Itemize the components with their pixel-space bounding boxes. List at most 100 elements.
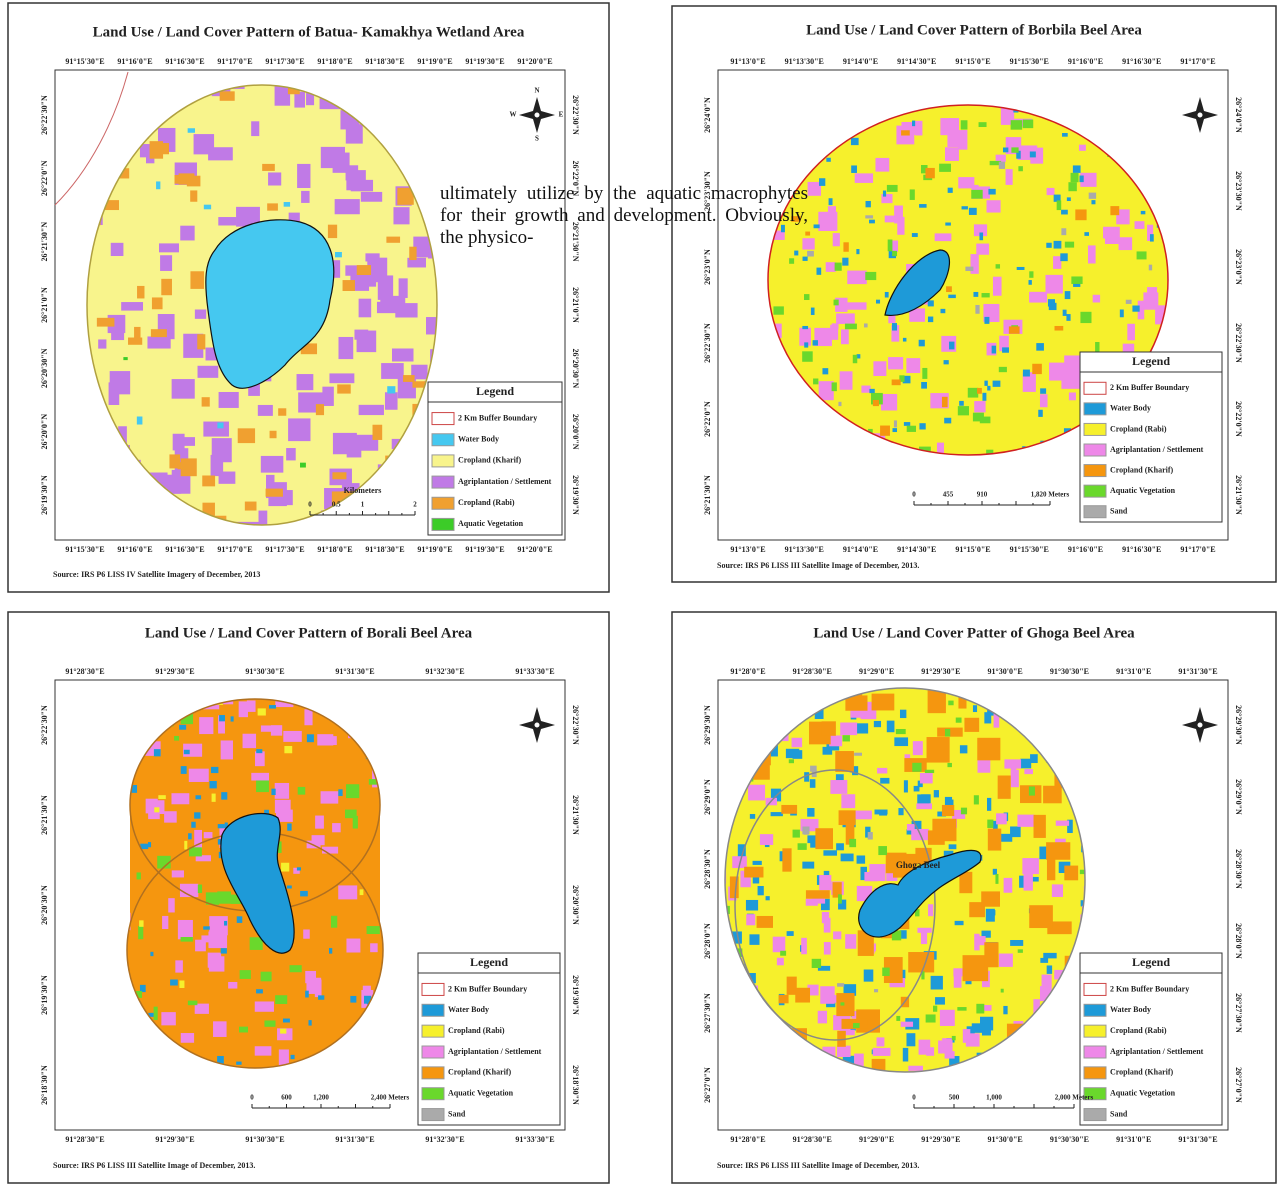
- land-patch: [258, 405, 273, 416]
- land-patch: [963, 1029, 971, 1043]
- land-patch: [851, 138, 859, 145]
- land-patch: [982, 293, 990, 297]
- longitude-label: 91°30'0"E: [988, 667, 1023, 676]
- land-patch: [184, 750, 190, 754]
- land-patch: [219, 392, 239, 408]
- land-patch: [208, 953, 221, 968]
- scale-label: 600: [281, 1094, 292, 1102]
- land-patch: [1141, 211, 1146, 214]
- land-patch: [198, 366, 219, 378]
- legend-swatch: [1084, 1046, 1106, 1058]
- latitude-label: 26°21'30"N: [571, 795, 580, 835]
- land-patch: [353, 816, 358, 829]
- land-patch: [779, 995, 789, 1004]
- land-patch: [834, 300, 839, 306]
- land-patch: [318, 995, 324, 999]
- land-patch: [172, 470, 181, 494]
- land-patch: [910, 189, 915, 200]
- land-patch: [987, 386, 990, 391]
- land-patch: [919, 340, 925, 347]
- land-patch: [987, 798, 991, 811]
- land-patch: [262, 164, 275, 171]
- land-patch: [1065, 291, 1071, 299]
- land-patch: [208, 147, 233, 160]
- latitude-label: 26°22'30"N: [571, 95, 580, 135]
- scale-label: 0.5: [332, 501, 341, 509]
- land-patch: [874, 989, 878, 992]
- land-patch: [948, 295, 956, 298]
- land-patch: [1066, 314, 1070, 321]
- scale-label: 0: [912, 1094, 916, 1102]
- land-patch: [343, 280, 355, 291]
- compass-letter: N: [534, 87, 539, 95]
- land-patch: [798, 843, 807, 850]
- land-patch: [1047, 858, 1055, 880]
- land-patch: [1034, 815, 1046, 838]
- land-patch: [973, 413, 984, 422]
- land-patch: [245, 502, 257, 511]
- land-patch: [801, 938, 807, 954]
- land-patch: [1023, 120, 1033, 129]
- longitude-label: 91°15'0"E: [955, 545, 990, 554]
- land-patch: [1020, 759, 1031, 769]
- longitude-label: 91°20'0"E: [517, 57, 552, 66]
- land-patch: [137, 872, 141, 879]
- north-arrow-center: [534, 722, 540, 728]
- latitude-label: 26°20'0"N: [40, 414, 49, 450]
- land-patch: [896, 1016, 900, 1021]
- land-patch: [160, 255, 172, 271]
- land-patch: [332, 823, 341, 832]
- land-patch: [965, 267, 973, 271]
- land-patch: [888, 239, 893, 251]
- land-patch: [819, 381, 834, 400]
- land-patch: [984, 317, 989, 324]
- longitude-label: 91°28'30"E: [793, 1135, 832, 1144]
- land-patch: [284, 746, 292, 753]
- land-patch: [137, 286, 144, 299]
- land-patch: [256, 749, 262, 753]
- land-patch: [881, 394, 897, 411]
- legend-swatch: [432, 476, 454, 488]
- land-patch: [789, 258, 794, 264]
- longitude-label: 91°33'30"E: [515, 667, 554, 676]
- land-patch: [315, 980, 322, 998]
- latitude-label: 26°21'30"N: [1234, 475, 1243, 515]
- legend-label: Aquatic Vegetation: [1110, 486, 1176, 495]
- land-patch: [266, 489, 283, 497]
- land-patch: [917, 928, 931, 933]
- map-source: Source: IRS P6 LISS III Satellite Image …: [717, 561, 919, 570]
- land-patch: [835, 751, 854, 772]
- land-patch: [847, 302, 866, 309]
- land-patch: [872, 694, 895, 711]
- latitude-label: 26°24'0"N: [703, 97, 712, 133]
- longitude-label: 91°13'30"E: [785, 545, 824, 554]
- land-patch: [822, 368, 828, 374]
- land-patch: [98, 339, 106, 348]
- land-patch: [988, 189, 995, 195]
- land-patch: [984, 712, 991, 723]
- land-patch: [1110, 206, 1119, 215]
- legend-swatch: [1084, 506, 1106, 518]
- land-patch: [297, 867, 301, 870]
- land-patch: [1011, 147, 1018, 152]
- land-patch: [315, 816, 324, 829]
- land-patch: [1120, 309, 1124, 317]
- land-patch: [786, 749, 799, 758]
- land-patch: [338, 885, 357, 899]
- land-patch: [999, 367, 1007, 372]
- land-patch: [251, 773, 269, 781]
- land-patch: [191, 822, 195, 828]
- land-patch: [154, 807, 159, 812]
- latitude-label: 26°29'0"N: [703, 779, 712, 815]
- legend-label: 2 Km Buffer Boundary: [458, 413, 537, 422]
- scale-label: 455: [943, 491, 954, 499]
- land-patch: [847, 271, 866, 285]
- land-patch: [283, 731, 301, 742]
- land-patch: [826, 158, 830, 162]
- legend-label: Sand: [1110, 507, 1128, 516]
- compass-letter: E: [559, 111, 564, 119]
- land-patch: [270, 431, 277, 438]
- latitude-label: 26°27'0"N: [1234, 1067, 1243, 1103]
- legend-swatch: [1084, 1004, 1106, 1016]
- land-patch: [228, 982, 237, 989]
